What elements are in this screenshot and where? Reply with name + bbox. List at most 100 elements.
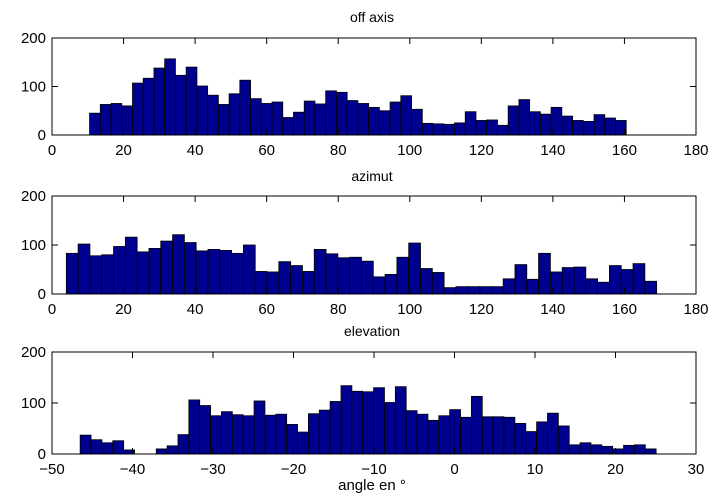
x-tick-label-elevation: 30	[688, 461, 705, 478]
histogram-bar	[593, 114, 606, 136]
histogram-bar	[210, 415, 222, 455]
panel-azimut: azimut 0 20 40 60 80 100 120 140 160 180 0 100 200	[21, 168, 709, 318]
histogram-bar	[384, 273, 398, 295]
panel-title-off-axis: off axis	[350, 9, 394, 25]
histogram-bar	[124, 236, 138, 295]
x-tick-label-off-axis: 100	[397, 142, 422, 159]
histogram-bar	[507, 105, 520, 136]
histogram-bar	[539, 113, 552, 136]
histogram-bar	[362, 391, 375, 455]
x-tick-label-elevation: −30	[200, 461, 225, 478]
histogram-bar	[503, 416, 516, 455]
histogram-bar	[568, 444, 581, 455]
histogram-bar	[573, 266, 587, 295]
panel-title-azimut: azimut	[351, 168, 392, 184]
panel-elevation: elevation −50 −40 −30 −20 −10 0 10 20 300100200 …	[21, 323, 704, 494]
histogram-bar	[65, 252, 79, 295]
histogram-bar	[582, 121, 595, 136]
histogram-bar	[396, 256, 410, 295]
histogram-bar	[497, 124, 509, 136]
histogram-bar	[221, 411, 233, 455]
histogram-bar	[239, 79, 251, 136]
histogram-bar	[153, 67, 166, 136]
histogram-bar	[89, 255, 103, 295]
y-tick-label-elevation: 0	[38, 446, 46, 463]
histogram-bar	[529, 111, 541, 136]
histogram-bar	[160, 240, 173, 295]
histogram-bar	[89, 112, 101, 136]
histogram-bar	[164, 58, 176, 136]
histogram-bar	[416, 413, 429, 455]
histogram-bar	[486, 119, 498, 136]
x-tick-label-azimut: 160	[612, 301, 637, 318]
histogram-bar	[177, 434, 190, 455]
histogram-bar	[460, 416, 472, 455]
histogram-bar	[253, 400, 266, 455]
histogram-bar	[99, 104, 112, 136]
histogram-bar	[549, 271, 563, 295]
histogram-bar	[536, 421, 548, 455]
x-tick-label-azimut: 140	[540, 301, 565, 318]
histogram-bar	[481, 416, 494, 455]
x-tick-label-azimut: 60	[258, 301, 275, 318]
x-tick-label-off-axis: 80	[330, 142, 347, 159]
histogram-bar	[572, 120, 584, 136]
histogram-bar	[443, 123, 455, 136]
y-tick-label-azimut: 100	[21, 237, 46, 254]
ticks-azimut: 0 20 40 60 80 100 120 140 160 180 0 100 200	[21, 188, 709, 318]
histogram-bar	[217, 104, 230, 136]
histogram-bar	[290, 265, 303, 295]
histogram-bar	[250, 98, 262, 136]
histogram-bar	[351, 390, 364, 455]
histogram-bar	[112, 440, 125, 455]
histogram-bar	[408, 242, 421, 295]
histogram-bar	[278, 261, 292, 295]
histogram-bar	[518, 99, 531, 136]
histogram-bar	[557, 425, 570, 455]
histogram-bar	[492, 416, 505, 455]
x-tick-label-elevation: −20	[281, 461, 306, 478]
histogram-bar	[142, 77, 155, 136]
x-tick-label-azimut: 120	[469, 301, 494, 318]
histogram-bar	[644, 448, 657, 455]
histogram-bar	[644, 280, 658, 295]
histogram-bar	[623, 444, 635, 455]
histogram-bar	[411, 108, 423, 136]
histogram-bar	[286, 424, 298, 455]
histogram-bar	[275, 413, 288, 455]
histogram-bar	[585, 278, 599, 295]
histogram-bar	[243, 244, 256, 295]
x-tick-label-azimut: 0	[48, 301, 56, 318]
histogram-bar	[590, 444, 603, 455]
histogram-bar	[449, 409, 461, 455]
histogram-bar	[514, 422, 527, 455]
histogram-bar	[620, 269, 634, 295]
histogram-bar	[293, 111, 305, 136]
x-tick-label-elevation: −50	[39, 461, 64, 478]
histogram-bar	[601, 445, 614, 455]
x-tick-label-elevation: −40	[120, 461, 145, 478]
histogram-bar	[318, 409, 331, 455]
histogram-bar	[303, 100, 316, 136]
histogram-bar	[207, 249, 221, 295]
histogram-bar	[175, 74, 187, 136]
x-tick-label-azimut: 180	[683, 301, 708, 318]
histogram-bar	[597, 281, 610, 295]
histogram-bar	[297, 431, 309, 455]
histogram-bar	[266, 271, 280, 295]
x-axis-label: angle en °	[338, 477, 406, 494]
y-tick-label-azimut: 200	[21, 188, 46, 205]
histogram-bar	[464, 111, 477, 136]
histogram-bar	[454, 122, 466, 136]
histogram-bar	[431, 272, 445, 295]
histogram-bar	[514, 264, 528, 295]
histogram-bar	[349, 256, 362, 295]
x-tick-label-elevation: −10	[361, 461, 386, 478]
histogram-bar	[561, 267, 575, 295]
y-tick-label-off-axis: 100	[21, 79, 46, 96]
histogram-bar	[302, 271, 315, 295]
histogram-bar	[612, 448, 624, 455]
histogram-bar	[443, 287, 457, 295]
histogram-bar	[394, 386, 407, 455]
histogram-bar	[136, 251, 150, 295]
